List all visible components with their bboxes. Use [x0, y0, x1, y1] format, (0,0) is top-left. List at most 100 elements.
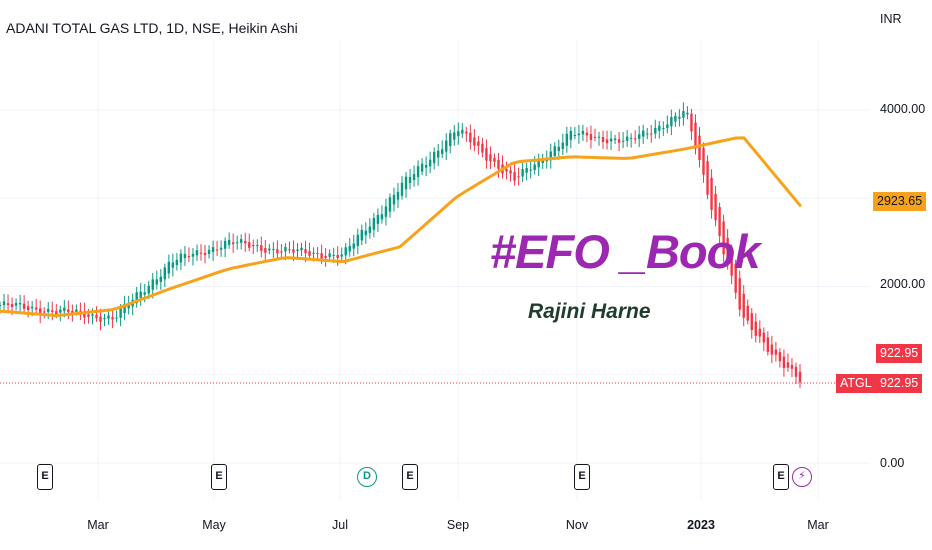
candle-body	[71, 310, 74, 314]
earnings-event-icon[interactable]: E	[773, 464, 789, 490]
candle-body	[328, 253, 331, 257]
candle-body	[625, 136, 629, 141]
candle-body	[678, 116, 681, 119]
candle-body	[211, 247, 215, 252]
candle-body	[432, 151, 436, 164]
candle-body	[167, 261, 171, 274]
candle-body	[581, 130, 585, 135]
candle-body	[51, 310, 54, 312]
heikin-ashi-candles	[0, 102, 802, 389]
candle-body	[47, 308, 50, 312]
moving-average-line	[0, 136, 802, 317]
candle-body	[404, 176, 408, 190]
candle-body	[718, 207, 721, 236]
candle-body	[372, 217, 376, 230]
candle-body	[497, 159, 500, 169]
currency-label: INR	[880, 12, 902, 26]
candle-body	[336, 254, 339, 259]
candle-body	[549, 151, 552, 161]
candle-body	[280, 251, 283, 253]
candle-body	[428, 159, 432, 167]
ma-value-badge: 2923.65	[873, 192, 927, 211]
candle-body	[175, 259, 179, 266]
candle-body	[22, 303, 26, 309]
last-close-badge: 922.95	[876, 344, 923, 363]
candle-body	[223, 240, 227, 249]
candle-body	[388, 197, 392, 212]
candle-body	[654, 127, 657, 134]
candle-body	[260, 245, 263, 251]
candle-body	[469, 132, 472, 143]
candle-body	[613, 138, 617, 140]
candle-body	[135, 292, 138, 304]
candle-body	[159, 276, 163, 282]
candle-body	[191, 253, 195, 257]
candle-body	[609, 138, 613, 142]
candle-body	[485, 148, 488, 161]
candle-body	[63, 307, 66, 312]
candle-body	[256, 245, 259, 247]
earnings-event-icon[interactable]: E	[402, 464, 418, 490]
candle-body	[127, 304, 130, 309]
x-tick-label: Nov	[565, 518, 589, 532]
candle-body	[642, 130, 645, 137]
candle-body	[75, 309, 78, 312]
candle-body	[782, 356, 786, 368]
candle-body	[541, 159, 544, 164]
candle-body	[617, 139, 621, 143]
candle-body	[268, 248, 271, 251]
candle-body	[26, 306, 30, 311]
earnings-event-icon[interactable]: E	[37, 464, 53, 490]
candle-body	[219, 247, 223, 250]
candle-body	[569, 130, 573, 140]
candle-body	[521, 168, 524, 177]
candle-body	[95, 314, 98, 319]
candle-body	[340, 254, 343, 257]
candle-body	[43, 311, 46, 313]
candle-body	[227, 239, 231, 245]
candle-body	[449, 133, 452, 147]
candle-body	[505, 168, 508, 172]
candle-body	[195, 250, 199, 256]
candle-body	[276, 249, 279, 254]
candle-body	[670, 117, 673, 127]
candle-body	[284, 247, 287, 252]
candle-body	[139, 291, 142, 298]
candle-body	[187, 256, 191, 258]
candle-body	[762, 332, 766, 343]
candle-body	[304, 249, 307, 254]
candle-body	[698, 135, 701, 161]
candle-body	[39, 308, 42, 315]
candle-body	[593, 137, 597, 139]
candle-body	[364, 230, 368, 236]
candle-body	[694, 122, 697, 149]
candle-body	[537, 158, 540, 168]
y-tick-label: 2000.00	[880, 277, 926, 291]
candle-body	[123, 303, 126, 314]
candle-body	[207, 249, 211, 255]
candle-body	[203, 253, 207, 256]
symbol-badge[interactable]: ATGL	[836, 374, 876, 393]
candle-body	[794, 366, 798, 377]
candle-body	[477, 141, 480, 146]
candle-body	[577, 133, 581, 136]
candle-body	[231, 242, 235, 245]
candle-body	[754, 321, 757, 336]
candle-body	[509, 170, 512, 174]
earnings-event-icon[interactable]: E	[211, 464, 227, 490]
x-tick-label: May	[202, 518, 226, 532]
candle-body	[155, 279, 158, 285]
x-tick-label: 2023	[687, 518, 715, 532]
dividend-event-icon[interactable]: D	[357, 467, 377, 487]
candle-body	[235, 242, 239, 244]
earnings-event-icon[interactable]: E	[574, 464, 590, 490]
candle-body	[589, 134, 593, 140]
candle-body	[605, 139, 609, 144]
candle-body	[10, 304, 14, 308]
candle-body	[778, 352, 782, 362]
last-price-badge: 922.95	[876, 374, 923, 393]
split-event-icon[interactable]: ⚡	[792, 467, 812, 487]
chart-title: ADANI TOTAL GAS LTD, 1D, NSE, Heikin Ash…	[6, 20, 298, 36]
candle-body	[179, 253, 183, 263]
